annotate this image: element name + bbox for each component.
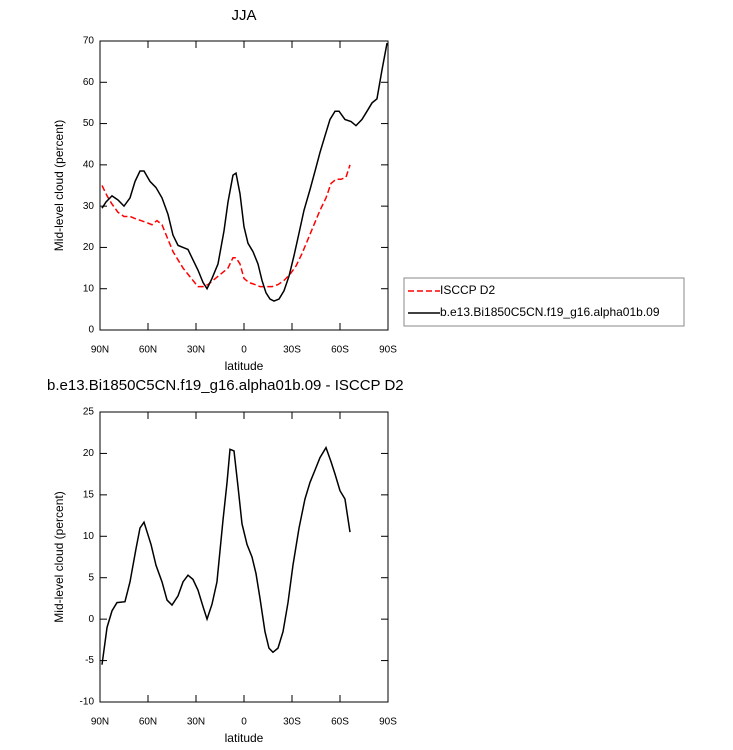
x-tick-label: 60S	[331, 345, 349, 356]
x-tick-label: 30N	[187, 717, 205, 728]
data-line	[101, 445, 351, 665]
y-tick-label: 25	[83, 407, 95, 418]
y-axis-label: Mid-level cloud (percent)	[52, 491, 66, 622]
x-tick-label: 90S	[379, 345, 397, 356]
y-tick-label: 30	[83, 201, 95, 212]
x-axis-label: latitude	[225, 731, 264, 745]
y-tick-label: 10	[83, 531, 95, 542]
y-tick-label: 10	[83, 283, 95, 294]
x-tick-label: 60N	[139, 345, 157, 356]
y-tick-label: 50	[83, 118, 95, 129]
y-tick-label: -5	[85, 655, 94, 666]
data-line	[101, 42, 388, 302]
x-tick-label: 60N	[139, 717, 157, 728]
chart-title: b.e13.Bi1850C5CN.f19_g16.alpha01b.09 - I…	[47, 377, 404, 394]
y-tick-label: 0	[88, 325, 94, 336]
legend-box	[403, 277, 685, 327]
y-tick-label: 60	[83, 77, 95, 88]
x-axis-label: latitude	[225, 359, 264, 373]
legend-label: b.e13.Bi1850C5CN.f19_g16.alpha01b.09	[440, 305, 660, 319]
x-tick-label: 30N	[187, 345, 205, 356]
y-tick-label: 0	[88, 614, 94, 625]
x-tick-label: 90N	[91, 345, 109, 356]
y-tick-label: 15	[83, 489, 95, 500]
x-tick-label: 60S	[331, 717, 349, 728]
x-tick-label: 30S	[283, 717, 301, 728]
x-tick-label: 90N	[91, 717, 109, 728]
y-tick-label: 70	[83, 36, 95, 47]
chart-title: JJA	[231, 7, 256, 24]
x-tick-label: 30S	[283, 345, 301, 356]
x-tick-label: 90S	[379, 717, 397, 728]
legend-label: ISCCP D2	[440, 283, 495, 297]
y-tick-label: -10	[80, 697, 95, 708]
y-axis-label: Mid-level cloud (percent)	[52, 120, 66, 251]
x-tick-label: 0	[241, 345, 247, 356]
plot-frame	[99, 411, 389, 703]
y-tick-label: 20	[83, 448, 95, 459]
y-tick-label: 5	[88, 572, 94, 583]
data-line	[101, 164, 351, 288]
plot-frame	[99, 40, 389, 331]
y-tick-label: 40	[83, 159, 95, 170]
y-tick-label: 20	[83, 242, 95, 253]
x-tick-label: 0	[241, 717, 247, 728]
